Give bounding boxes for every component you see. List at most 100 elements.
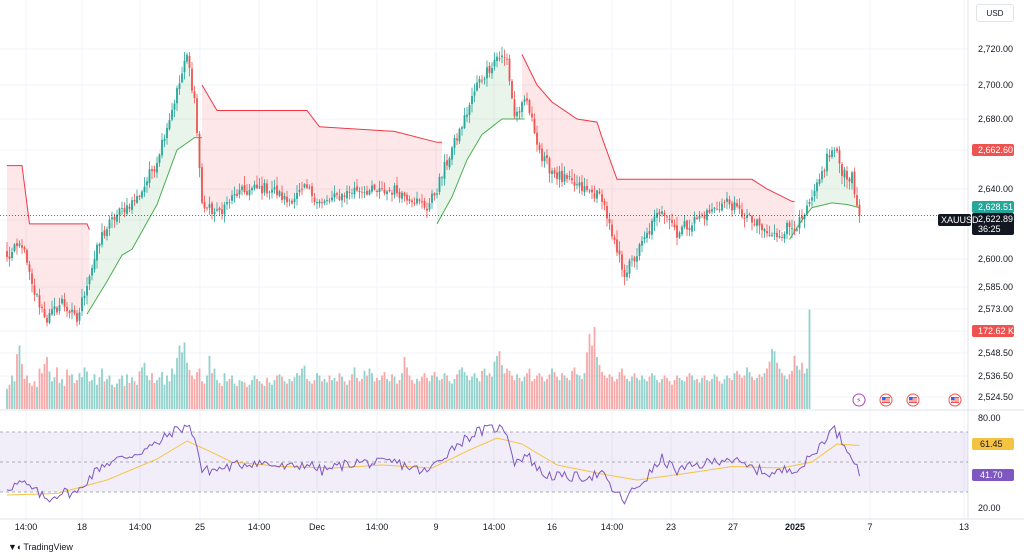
candle (176, 85, 178, 111)
volume-bar (748, 372, 751, 409)
volume-bar (528, 368, 531, 409)
volume-bar (686, 376, 688, 409)
candle (771, 232, 773, 237)
volume-bar (61, 378, 63, 409)
rsi-ma-tag: 61.45 (972, 438, 1014, 450)
volume-bar (86, 371, 88, 409)
volume-bar (593, 326, 596, 409)
price-tick-label: 2,600.00 (978, 254, 1013, 264)
volume-bar (18, 345, 21, 409)
supertrend-fill-down (522, 54, 795, 273)
volume-bar (538, 373, 541, 409)
us-flag-event-icon[interactable] (879, 393, 893, 407)
candle (588, 189, 591, 194)
volume-bar (726, 375, 728, 409)
volume-bar (786, 378, 788, 409)
volume-bar (696, 378, 698, 409)
volume-bar (236, 385, 238, 409)
time-axis[interactable]: 14:00 18 14:00 25 14:00 Dec 14:00 9 14:00 16 14:00… (15, 522, 969, 532)
candle (493, 52, 496, 71)
candle (536, 125, 538, 152)
rsi-ma-line (6, 437, 860, 496)
supertrend-fill-down (7, 165, 90, 321)
volume-bar (276, 375, 278, 409)
candle (801, 209, 803, 223)
candle (206, 206, 208, 211)
candle (106, 226, 108, 241)
brand-footer[interactable]: ▼◖ TradingView (8, 542, 73, 552)
candle (53, 297, 56, 317)
candle (6, 241, 8, 262)
volume-bar (318, 375, 321, 409)
candle (673, 219, 676, 231)
candle (71, 302, 73, 320)
us-flag-event-icon[interactable] (906, 393, 920, 407)
volume-bar (21, 363, 23, 409)
volume-bar (338, 373, 341, 409)
candle (653, 209, 656, 232)
currency-button[interactable]: USD (976, 4, 1014, 22)
candle (56, 306, 58, 316)
price-tick-label: 2,548.50 (978, 348, 1013, 358)
candle (593, 185, 596, 203)
candle (533, 113, 536, 134)
candle (626, 265, 628, 281)
volume-bar (198, 368, 201, 409)
volume-bar (348, 380, 351, 409)
candle (623, 264, 626, 286)
candle (708, 204, 711, 215)
volume-bar (263, 385, 266, 409)
volume-bar (316, 373, 318, 409)
volume-bar (301, 368, 303, 409)
volume-bar (11, 375, 13, 409)
rsi-line (6, 424, 860, 505)
volume-bar (133, 381, 136, 409)
time-tick-label: 18 (77, 522, 87, 532)
volume-bar (406, 367, 408, 409)
volume-bar (461, 367, 463, 409)
volume-bar (553, 372, 556, 409)
volume-bar (666, 377, 668, 409)
volume-bar (548, 374, 551, 409)
price-chart[interactable]: 2,720.002,700.002,680.002,660.002,640.00… (0, 0, 1024, 540)
volume-bar (568, 380, 571, 409)
us-flag-event-icon[interactable] (948, 393, 962, 407)
candle (741, 202, 743, 219)
candle (751, 214, 753, 231)
candle (481, 75, 483, 84)
candle (361, 186, 363, 199)
candle (421, 193, 423, 209)
candle (221, 202, 223, 220)
candle (543, 151, 546, 168)
candle (143, 177, 146, 197)
candle (676, 216, 678, 246)
candle (823, 168, 826, 178)
volume-bar (83, 367, 86, 409)
volume-bar (81, 377, 83, 409)
candle (846, 166, 848, 189)
volume-bar (376, 377, 378, 409)
volume-bar (53, 377, 56, 409)
volume-bar (43, 363, 46, 409)
volume-bar (193, 378, 196, 409)
volume-bar (228, 378, 231, 409)
candle (663, 209, 666, 225)
candle (48, 308, 51, 325)
volume-bar (78, 373, 81, 409)
lightning-event-icon[interactable]: ⚡ (852, 393, 866, 407)
candle (58, 297, 61, 315)
candle (591, 185, 593, 200)
candle (736, 199, 738, 208)
candle (358, 187, 361, 199)
volume-bar (281, 376, 283, 409)
volume-bar (503, 373, 506, 409)
candle (433, 192, 436, 201)
volume-bar (768, 361, 771, 409)
candle (78, 307, 81, 325)
volume-bar (558, 380, 561, 409)
volume-bar (713, 374, 716, 409)
volume-bar (626, 378, 628, 409)
event-markers[interactable]: ⚡ (852, 393, 962, 407)
candle (448, 156, 451, 170)
volume-bar (493, 361, 496, 409)
